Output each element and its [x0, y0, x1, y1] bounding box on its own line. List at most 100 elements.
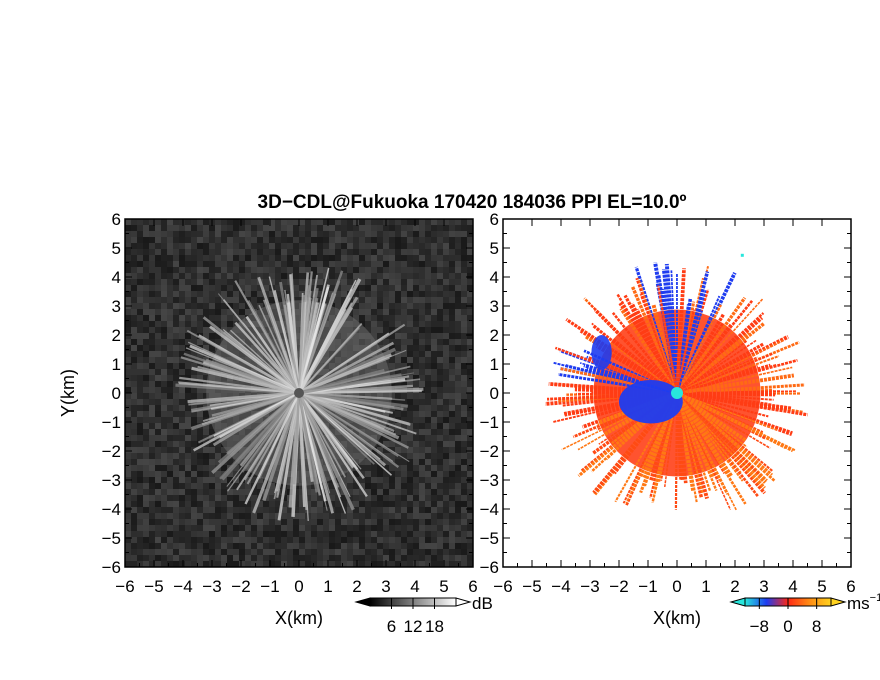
- noise-cell: [179, 363, 185, 369]
- noise-cell: [137, 381, 143, 387]
- noise-cell: [125, 249, 131, 255]
- noise-cell: [377, 273, 383, 279]
- noise-cell: [137, 423, 143, 429]
- noise-cell: [431, 405, 437, 411]
- noise-cell: [395, 471, 401, 477]
- noise-cell: [359, 315, 365, 321]
- noise-cell: [221, 513, 227, 519]
- noise-cell: [275, 531, 281, 537]
- noise-cell: [137, 549, 143, 555]
- noise-cell: [155, 297, 161, 303]
- noise-cell: [149, 465, 155, 471]
- noise-cell: [305, 543, 311, 549]
- noise-cell: [323, 225, 329, 231]
- noise-cell: [215, 315, 221, 321]
- noise-cell: [413, 501, 419, 507]
- noise-cell: [431, 399, 437, 405]
- noise-cell: [131, 549, 137, 555]
- noise-cell: [149, 357, 155, 363]
- noise-cell: [413, 459, 419, 465]
- noise-cell: [263, 273, 269, 279]
- noise-cell: [467, 429, 473, 435]
- noise-cell: [425, 261, 431, 267]
- noise-cell: [467, 447, 473, 453]
- noise-cell: [353, 291, 359, 297]
- noise-cell: [377, 561, 383, 567]
- noise-cell: [245, 285, 251, 291]
- noise-cell: [455, 441, 461, 447]
- noise-cell: [395, 315, 401, 321]
- noise-cell: [431, 249, 437, 255]
- noise-cell: [257, 225, 263, 231]
- noise-cell: [359, 483, 365, 489]
- noise-cell: [185, 405, 191, 411]
- noise-cell: [341, 261, 347, 267]
- noise-cell: [437, 471, 443, 477]
- noise-cell: [359, 249, 365, 255]
- noise-cell: [407, 381, 413, 387]
- noise-cell: [419, 297, 425, 303]
- noise-cell: [299, 489, 305, 495]
- noise-cell: [197, 507, 203, 513]
- noise-cell: [209, 231, 215, 237]
- noise-cell: [185, 387, 191, 393]
- noise-cell: [431, 507, 437, 513]
- noise-cell: [413, 465, 419, 471]
- noise-cell: [209, 357, 215, 363]
- noise-cell: [365, 285, 371, 291]
- noise-cell: [191, 351, 197, 357]
- noise-cell: [365, 477, 371, 483]
- noise-cell: [335, 297, 341, 303]
- noise-cell: [167, 429, 173, 435]
- noise-cell: [443, 285, 449, 291]
- noise-cell: [311, 501, 317, 507]
- noise-cell: [179, 405, 185, 411]
- y-tick-label: −4: [480, 500, 499, 519]
- noise-cell: [125, 429, 131, 435]
- noise-cell: [275, 561, 281, 567]
- velocity-ray: [590, 392, 678, 473]
- noise-cell: [131, 417, 137, 423]
- noise-cell: [161, 357, 167, 363]
- noise-cell: [167, 561, 173, 567]
- noise-cell: [233, 561, 239, 567]
- noise-cell: [149, 405, 155, 411]
- noise-cell: [197, 495, 203, 501]
- noise-cell: [329, 495, 335, 501]
- noise-cell: [311, 513, 317, 519]
- noise-cell: [137, 243, 143, 249]
- noise-cell: [359, 261, 365, 267]
- noise-cell: [431, 273, 437, 279]
- noise-cell: [419, 267, 425, 273]
- noise-cell: [149, 243, 155, 249]
- noise-cell: [161, 273, 167, 279]
- noise-cell: [413, 471, 419, 477]
- noise-cell: [455, 237, 461, 243]
- noise-cell: [419, 273, 425, 279]
- x-tick-label: −2: [609, 577, 628, 596]
- noise-cell: [203, 423, 209, 429]
- noise-cell: [353, 483, 359, 489]
- noise-cell: [239, 507, 245, 513]
- noise-cell: [137, 555, 143, 561]
- echo-ray: [297, 392, 309, 511]
- noise-cell: [353, 255, 359, 261]
- noise-cell: [269, 483, 275, 489]
- noise-cell: [431, 231, 437, 237]
- noise-cell: [233, 519, 239, 525]
- noise-cell: [425, 219, 431, 225]
- noise-cell: [125, 381, 131, 387]
- noise-cell: [221, 537, 227, 543]
- noise-cell: [197, 411, 203, 417]
- noise-cell: [323, 513, 329, 519]
- noise-cell: [383, 519, 389, 525]
- noise-cell: [413, 303, 419, 309]
- noise-cell: [161, 465, 167, 471]
- noise-cell: [317, 495, 323, 501]
- noise-cell: [275, 495, 281, 501]
- noise-cell: [365, 261, 371, 267]
- noise-cell: [143, 231, 149, 237]
- noise-cell: [179, 357, 185, 363]
- noise-cell: [221, 219, 227, 225]
- noise-cell: [425, 477, 431, 483]
